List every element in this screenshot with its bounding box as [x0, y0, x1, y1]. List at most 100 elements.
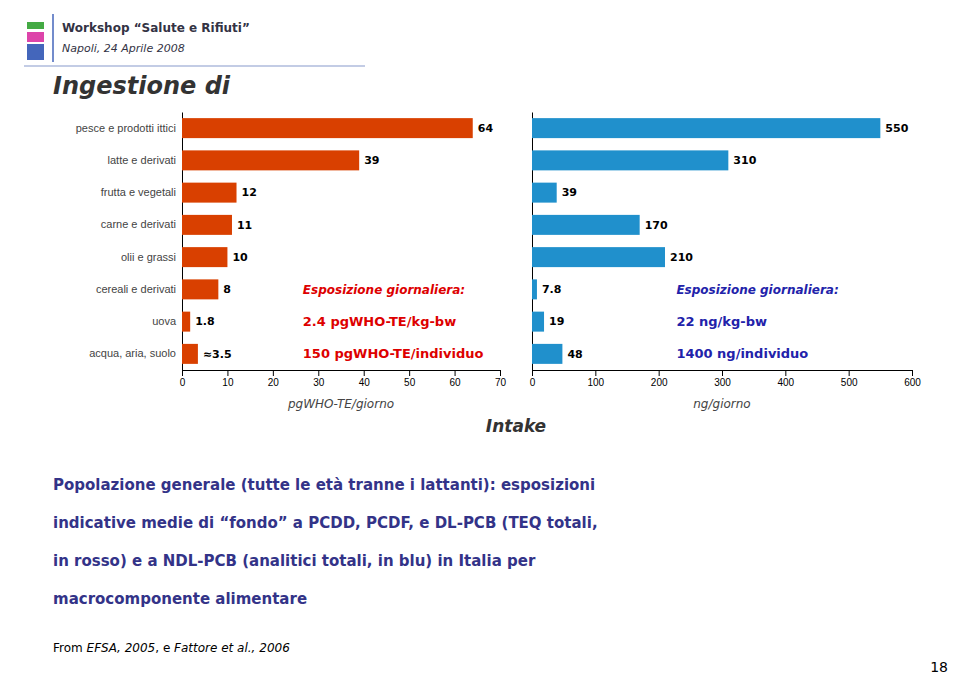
y-axis: pesce e prodotti ittici latte e derivati f… [76, 113, 183, 371]
data-label: 64 [478, 122, 494, 135]
decoration [24, 65, 365, 66]
data-label: 11 [237, 219, 252, 232]
figure: Workshop “Salute e Rifiuti” Napoli, 24 Ap… [0, 0, 960, 682]
footer-part: EFSA, 2005 [87, 641, 156, 655]
tick-label: 20 [268, 377, 280, 388]
tick: 400 [777, 370, 794, 388]
axis-line [533, 371, 913, 377]
tick: frutta e vegetali [101, 186, 176, 198]
tick-mark [364, 370, 365, 376]
tick-label: uova [152, 315, 177, 327]
header-text: Napoli, 24 Aprile 2008 [62, 42, 185, 55]
data-label: ≈3.5 [203, 348, 232, 361]
tick: 20 [268, 370, 280, 388]
tick-mark [722, 370, 723, 376]
bar [532, 312, 544, 332]
data-label: 12 [242, 186, 257, 199]
tick: acqua, aria, suolo [89, 347, 176, 359]
tick-mark [785, 370, 786, 376]
decoration [27, 44, 44, 60]
tick-label: 100 [587, 377, 604, 388]
bar [182, 183, 237, 203]
caption-line: Popolazione generale (tutte le età trann… [53, 476, 595, 494]
bar [182, 150, 359, 170]
bar [182, 312, 190, 332]
caption-line: macrocomponente alimentare [53, 590, 307, 608]
annotation: 22 ng/kg-bw [676, 314, 767, 329]
tick-label: 50 [404, 377, 416, 388]
tick-mark [455, 370, 456, 376]
data-labels: 550 310 39 170 210 7.8 19 48 [542, 122, 909, 361]
bar [182, 215, 232, 235]
tick-label: 500 [841, 377, 858, 388]
header: Workshop “Salute e Rifiuti” Napoli, 24 Ap… [24, 14, 365, 66]
bar [532, 150, 728, 170]
data-label: 19 [549, 315, 564, 328]
axis-title: ng/giorno [693, 397, 750, 411]
chart: 0100200300400500600550310391702107.81948… [530, 113, 922, 412]
bar [532, 118, 880, 138]
tick-mark [318, 370, 319, 376]
data-label: 8 [223, 283, 231, 296]
tick-mark [849, 370, 850, 376]
bar [532, 344, 562, 364]
tick-label: 30 [313, 377, 325, 388]
decoration [27, 32, 44, 42]
annotation: Esposizione giornaliera: [303, 283, 465, 297]
tick: 40 [359, 370, 371, 388]
footer-part: Fattore et al., 2006 [174, 641, 290, 655]
bar [182, 279, 218, 299]
chart: 0 10 20 30 40 50 60 70 pesce e prodotti ittici la… [76, 113, 507, 412]
tick-mark [912, 370, 913, 376]
tick: 0 [180, 370, 186, 388]
data-label: 10 [232, 251, 248, 264]
bars [532, 118, 880, 364]
tick: 70 [495, 370, 507, 388]
bar [182, 247, 227, 267]
bar [532, 215, 640, 235]
header-text: Workshop “Salute e Rifiuti” [62, 21, 250, 35]
x-axis: 0100200300400500600 [530, 370, 922, 388]
title: Ingestione di [53, 72, 231, 100]
data-labels: 643912111081.8≈3.5 [195, 122, 493, 361]
tick-label: 0 [530, 377, 536, 388]
axis-title: pgWHO-TE/giorno [287, 397, 394, 411]
data-label: 170 [645, 219, 668, 232]
tick: uova [152, 315, 177, 327]
data-label: 48 [567, 348, 582, 361]
data-label: 310 [733, 154, 756, 167]
tick-mark [182, 370, 183, 376]
data-label: 550 [885, 122, 908, 135]
data-label: 39 [562, 186, 577, 199]
tick-label: 40 [359, 377, 371, 388]
tick: 200 [651, 370, 668, 388]
tick-label: 600 [904, 377, 921, 388]
tick-mark [500, 370, 501, 376]
tick: latte e derivati [108, 154, 176, 166]
tick-mark [409, 370, 410, 376]
tick: 60 [450, 370, 462, 388]
tick: 50 [404, 370, 416, 388]
caption-line: in rosso) e a NDL-PCB (analitici totali,… [53, 552, 536, 570]
page-number: 18 [930, 659, 948, 675]
label: Intake [486, 416, 546, 436]
tick-label: 60 [450, 377, 462, 388]
footer-part: , e [155, 641, 174, 655]
annotation: 150 pgWHO-TE/individuo [303, 346, 484, 361]
tick-mark [595, 370, 596, 376]
data-label: 39 [364, 154, 379, 167]
tick-mark [227, 370, 228, 376]
tick-mark [273, 370, 274, 376]
bar [182, 118, 473, 138]
tick-label: frutta e vegetali [101, 186, 176, 198]
tick: pesce e prodotti ittici [76, 122, 176, 134]
tick-label: latte e derivati [108, 154, 176, 166]
tick-label: pesce e prodotti ittici [76, 122, 176, 134]
tick: 10 [222, 370, 234, 388]
tick-label: olii e grassi [121, 251, 176, 263]
decoration [52, 14, 54, 62]
data-label: 7.8 [542, 283, 562, 296]
decoration [27, 22, 44, 29]
bar [532, 279, 537, 299]
data-label: 210 [670, 251, 693, 264]
